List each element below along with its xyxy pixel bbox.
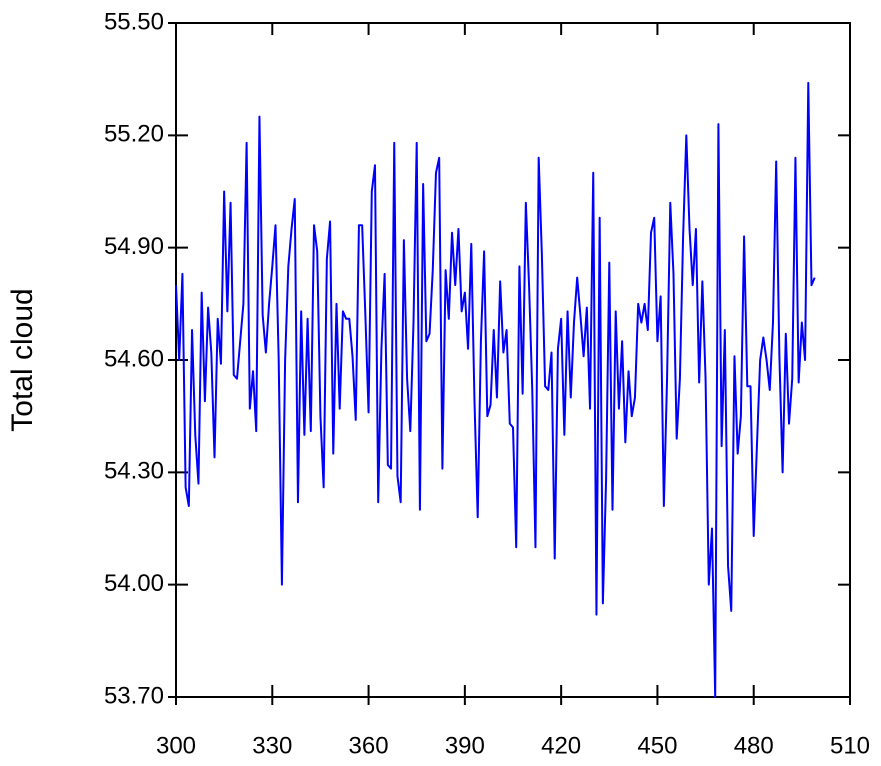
x-tick-label: 330 (252, 732, 292, 759)
x-tick-label: 510 (830, 732, 870, 759)
y-axis-label: Total cloud (6, 288, 39, 431)
y-tick-label: 53.70 (104, 682, 164, 709)
x-tick-label: 360 (349, 732, 389, 759)
y-tick-label: 54.60 (104, 345, 164, 372)
y-tick-label: 54.90 (104, 233, 164, 260)
x-tick-label: 480 (734, 732, 774, 759)
y-tick-label: 54.00 (104, 570, 164, 597)
data-line (175, 81, 816, 698)
y-tick-label: 55.50 (104, 8, 164, 35)
x-tick-label: 420 (541, 732, 581, 759)
x-tick-label: 390 (445, 732, 485, 759)
y-tick-label: 54.30 (104, 458, 164, 485)
x-tick-label: 300 (156, 732, 196, 759)
plot-frame (175, 22, 851, 698)
x-tick-label: 450 (637, 732, 677, 759)
y-tick-label: 55.20 (104, 121, 164, 148)
